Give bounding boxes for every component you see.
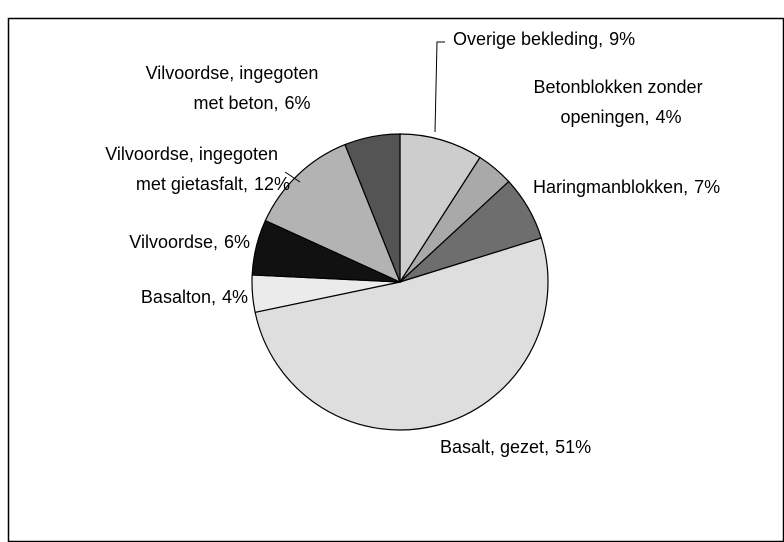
slice-label-name: Vilvoordse,	[129, 232, 218, 252]
slice-label: met beton, 6%	[193, 93, 310, 113]
slice-label-value: 7%	[694, 177, 720, 197]
slice-label: openingen, 4%	[560, 107, 681, 127]
slice-label-name: met beton,	[193, 93, 278, 113]
slice-label: Vilvoordse, 6%	[129, 232, 250, 252]
slice-label-value: 4%	[222, 287, 248, 307]
pie-slice	[399, 133, 481, 285]
slice-label: Haringmanblokken, 7%	[533, 177, 720, 197]
pie-slice	[254, 237, 549, 431]
slice-label-name: openingen,	[560, 107, 649, 127]
slice-label-value: 9%	[609, 29, 635, 49]
slice-label-name: Vilvoordse, ingegoten	[146, 63, 319, 83]
slice-label-value: 12%	[254, 174, 290, 194]
slice-label: Vilvoordse, ingegoten	[105, 144, 278, 164]
slice-label: Betonblokken zonder	[533, 77, 702, 97]
slice-label-name: Basalton,	[141, 287, 216, 307]
slice-label-name: Overige bekleding,	[453, 29, 603, 49]
slice-label-value: 4%	[656, 107, 682, 127]
slice-label: met gietasfalt, 12%	[136, 174, 290, 194]
slice-label: Overige bekleding, 9%	[453, 29, 635, 49]
slice-label: Vilvoordse, ingegoten	[146, 63, 319, 83]
slice-label: Basalt, gezet, 51%	[440, 437, 591, 457]
slice-label: Basalton, 4%	[141, 287, 248, 307]
pie-slice	[344, 133, 401, 283]
slice-label-name: Vilvoordse, ingegoten	[105, 144, 278, 164]
slice-label-value: 51%	[555, 437, 591, 457]
slice-label-value: 6%	[285, 93, 311, 113]
slice-label-value: 6%	[224, 232, 250, 252]
leader-line	[284, 171, 301, 183]
pie-slice	[264, 143, 402, 284]
slice-label-name: Haringmanblokken,	[533, 177, 688, 197]
slice-label-name: met gietasfalt,	[136, 174, 248, 194]
slice-label-name: Betonblokken zonder	[533, 77, 702, 97]
slice-label-name: Basalt, gezet,	[440, 437, 549, 457]
leader-line	[434, 41, 445, 133]
